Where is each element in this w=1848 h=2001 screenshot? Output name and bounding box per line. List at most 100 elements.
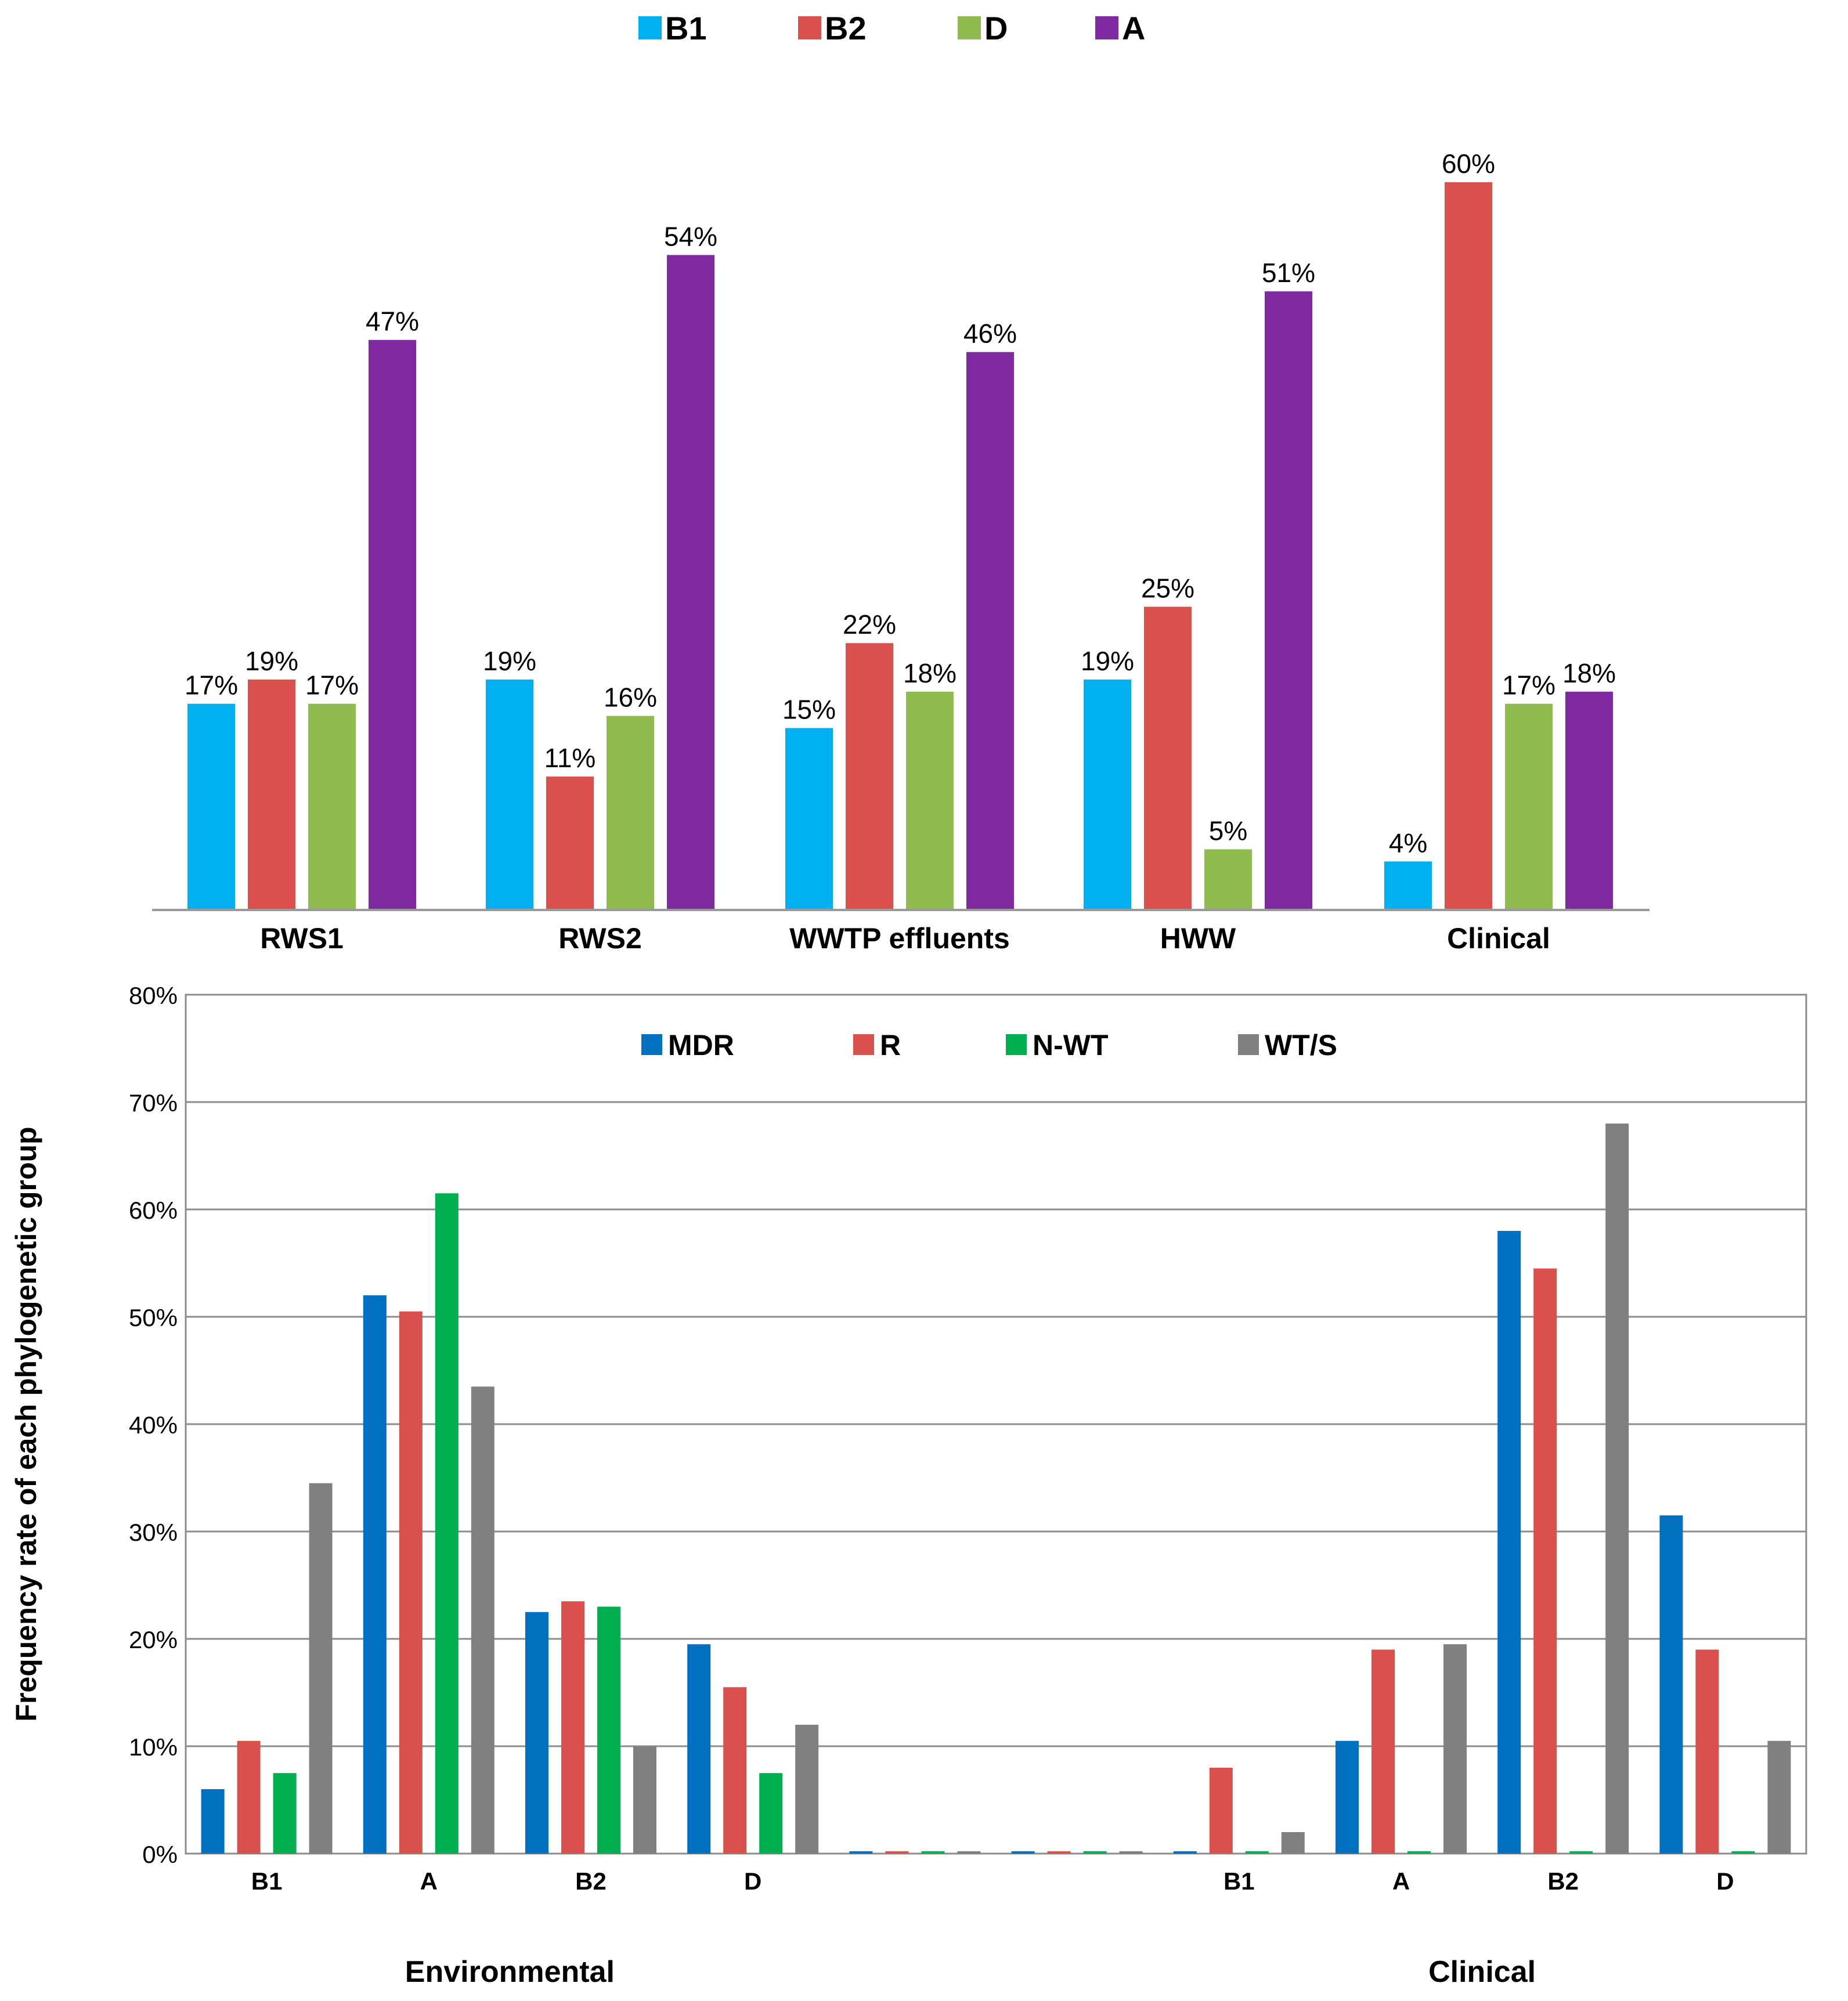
bar-4-d-wt-s [795, 1725, 819, 1854]
bar-4-d-r [723, 1687, 747, 1854]
y-axis-title: Frequency rate of each phylogenetic grou… [10, 1126, 42, 1721]
data-label-clinical-a: 18% [1562, 658, 1616, 688]
bottom-chart: 0% 10% 20% 30% 40% 50% 60% 70% 80% B1 A B2 D B1 A B2 D En… [10, 982, 1807, 1989]
x-tick-label-2-a: A [420, 1868, 438, 1895]
y-tick-label-20: 20% [129, 1626, 178, 1653]
legend-swatch-n-wt [1006, 1034, 1027, 1055]
bar-3-b2-wt-s [633, 1746, 656, 1854]
bar-clinical-b2 [1445, 182, 1492, 910]
category-label-clinical: Clinical [1447, 922, 1550, 955]
data-label-wwtp-effluents-b1: 15% [782, 695, 836, 725]
bar-2-a-wt-s [471, 1386, 495, 1854]
y-tick-label-30: 30% [129, 1519, 178, 1546]
bar-rws2-b1 [486, 679, 533, 910]
legend-swatch-r [853, 1034, 874, 1055]
bar-5-empty-r [885, 1851, 909, 1854]
bar-10-d-n-wt [1731, 1851, 1755, 1854]
x-tick-label-8-a: A [1392, 1868, 1410, 1895]
data-label-rws1-d: 17% [305, 670, 359, 700]
legend-swatch-mdr [641, 1034, 662, 1055]
legend-swatch-b1 [638, 16, 662, 39]
bar-rws2-d [607, 716, 654, 910]
legend-swatch-a [1095, 16, 1118, 39]
bar-9-b2-r [1533, 1268, 1557, 1854]
data-label-hww-b2: 25% [1141, 573, 1194, 604]
y-tick-label-60: 60% [129, 1197, 178, 1224]
bar-hww-a [1265, 291, 1312, 911]
group-label-environmental: Environmental [405, 1955, 615, 1989]
legend-label-b2: B2 [825, 10, 867, 46]
plot-area-border [185, 994, 1807, 1855]
legend-label-wt-s: WT/S [1265, 1029, 1337, 1061]
y-tick-label-40: 40% [129, 1411, 178, 1439]
bar-rws1-b1 [187, 703, 235, 910]
bar-wwtp-effluents-d [906, 691, 954, 910]
bar-rws2-a [667, 255, 714, 910]
x-tick-label-7-b1: B1 [1223, 1868, 1255, 1895]
bar-8-a-r [1371, 1649, 1395, 1854]
bar-3-b2-n-wt [597, 1606, 620, 1854]
data-label-rws1-a: 47% [366, 306, 419, 337]
legend-label-d: D [984, 10, 1008, 46]
bar-1-b1-mdr [201, 1789, 225, 1854]
data-label-rws2-b2: 11% [544, 743, 596, 773]
data-label-wwtp-effluents-a: 46% [963, 319, 1017, 349]
y-tick-label-0: 0% [142, 1841, 178, 1868]
bar-5-empty-mdr [849, 1851, 873, 1854]
bar-9-b2-mdr [1497, 1231, 1521, 1854]
category-label-hww: HWW [1160, 922, 1236, 955]
data-label-wwtp-effluents-b2: 22% [843, 609, 896, 640]
bar-6-empty-r [1047, 1851, 1071, 1854]
bar-7-b1-mdr [1173, 1851, 1197, 1854]
bar-3-b2-mdr [525, 1612, 548, 1854]
bar-clinical-d [1505, 703, 1553, 910]
bar-7-b1-wt-s [1281, 1832, 1305, 1854]
bar-1-b1-wt-s [309, 1483, 333, 1854]
data-label-rws2-d: 16% [604, 682, 657, 713]
bar-8-a-mdr [1336, 1740, 1359, 1854]
bar-clinical-a [1565, 691, 1613, 910]
bar-5-empty-wt-s [957, 1851, 981, 1854]
legend-label-b1: B1 [665, 10, 707, 46]
bar-5-empty-n-wt [921, 1851, 945, 1854]
bar-8-a-wt-s [1443, 1644, 1467, 1854]
data-label-rws1-b2: 19% [245, 646, 298, 676]
x-tick-label-9-b2: B2 [1547, 1868, 1579, 1895]
bar-rws1-d [308, 703, 356, 910]
bar-7-b1-n-wt [1245, 1851, 1269, 1854]
data-label-clinical-b1: 4% [1389, 828, 1427, 858]
data-label-clinical-b2: 60% [1442, 149, 1495, 179]
bar-9-b2-wt-s [1605, 1124, 1629, 1854]
bar-wwtp-effluents-b2 [846, 643, 893, 910]
legend-swatch-d [958, 16, 981, 39]
x-tick-label-1-b1: B1 [251, 1868, 283, 1895]
data-label-rws2-a: 54% [664, 221, 717, 251]
y-tick-label-80: 80% [129, 982, 178, 1009]
bar-4-d-mdr [687, 1644, 711, 1854]
category-label-rws1: RWS1 [260, 922, 344, 955]
legend-swatch-wt-s [1238, 1034, 1259, 1055]
bar-10-d-r [1695, 1649, 1719, 1854]
bar-rws1-a [369, 339, 416, 910]
bar-6-empty-wt-s [1119, 1851, 1143, 1854]
bar-hww-d [1204, 849, 1252, 910]
bar-rws1-b2 [248, 679, 295, 910]
legend-swatch-b2 [798, 16, 821, 39]
top-chart: B1 B2 D A17%19%17%47%RWS119%11%16%54%RWS215… [152, 10, 1650, 955]
data-label-clinical-d: 17% [1502, 670, 1555, 700]
bar-3-b2-r [561, 1601, 584, 1854]
category-label-wwtp-effluents: WWTP effluents [789, 922, 1010, 955]
bar-10-d-mdr [1659, 1515, 1683, 1854]
legend-label-n-wt: N-WT [1033, 1029, 1109, 1061]
data-label-hww-b1: 19% [1081, 646, 1134, 676]
category-label-rws2: RWS2 [558, 922, 642, 955]
bar-8-a-n-wt [1407, 1851, 1431, 1854]
legend-label-mdr: MDR [668, 1029, 734, 1061]
bar-wwtp-effluents-a [966, 352, 1014, 910]
bar-6-empty-n-wt [1083, 1851, 1107, 1854]
legend-label-a: A [1122, 10, 1145, 46]
bar-1-b1-r [237, 1740, 261, 1854]
y-tick-label-50: 50% [129, 1304, 178, 1331]
